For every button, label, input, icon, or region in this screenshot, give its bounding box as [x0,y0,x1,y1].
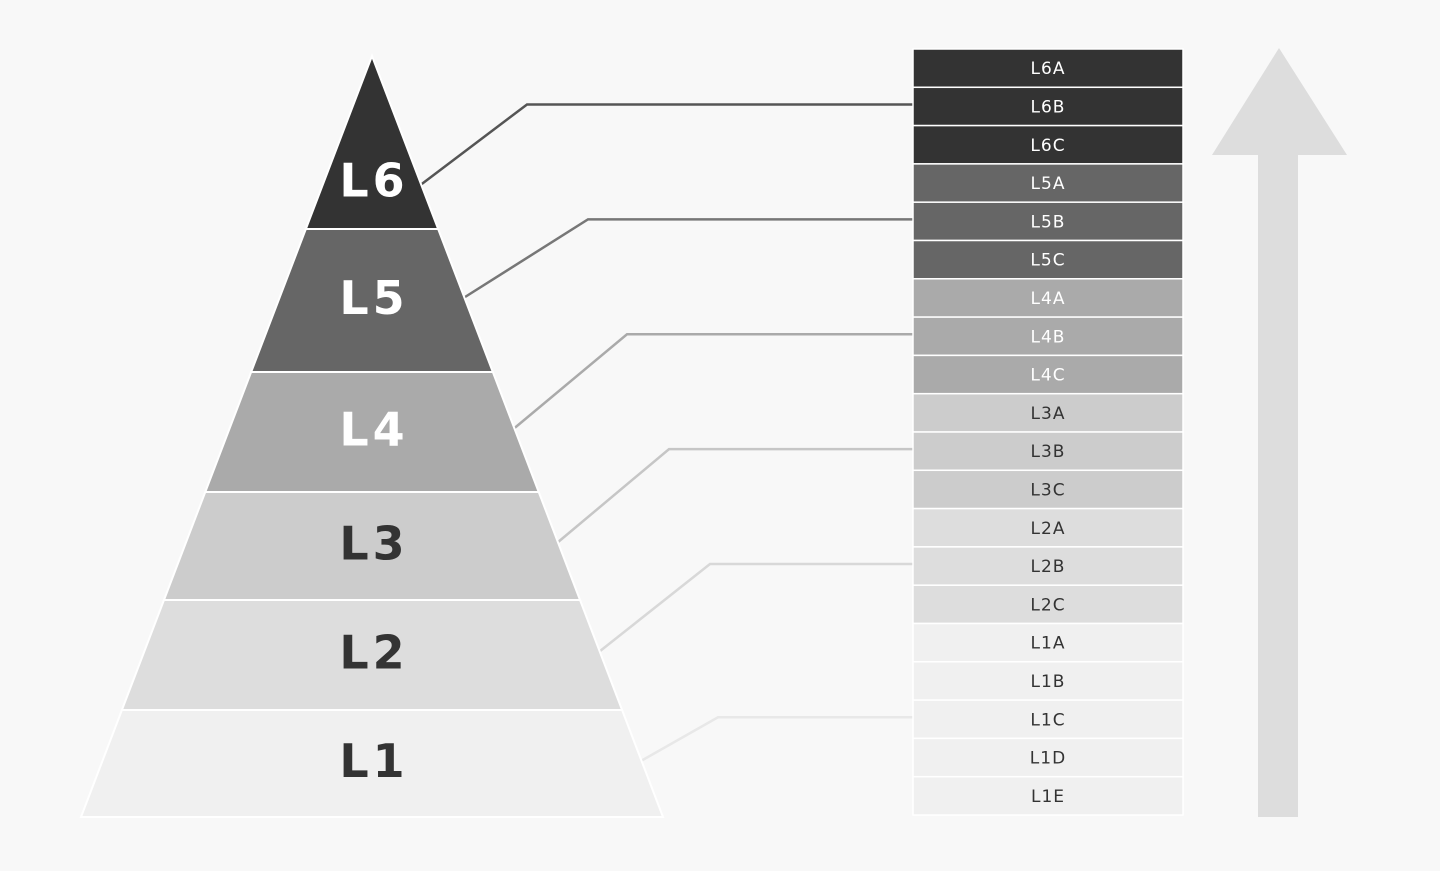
sublevel-row-label: L4A [1031,289,1066,309]
pyramid-tier-label: L2 [339,626,408,680]
sublevel-row-l1e: L1E [912,775,1184,816]
sublevel-row-l6b: L6B [912,86,1184,127]
sublevel-row-shape [912,546,1184,586]
sublevel-row-shape [912,278,1184,318]
pyramid-tier-l2: L2 [120,599,624,711]
sublevel-row-l6a: L6A [912,48,1184,89]
sublevel-row-label: L3C [1030,480,1065,500]
sublevel-row-shape [912,86,1184,127]
sublevel-row-l1a: L1A [912,622,1184,663]
sublevel-row-shape [912,48,1184,89]
sublevel-row-label: L3A [1031,404,1066,424]
sublevel-row-shape [912,469,1184,510]
sublevel-row-label: L5B [1031,212,1066,232]
sublevel-row-shape [912,584,1184,625]
sublevel-row-l6c: L6C [912,124,1184,165]
sublevel-row-shape [912,316,1184,357]
sublevel-row-label: L1A [1031,634,1066,654]
sublevel-row-label: L6A [1031,59,1066,79]
connector-line-l4 [508,333,913,433]
sublevel-row-label: L2B [1031,557,1066,577]
pyramid-tier-label: L6 [339,154,408,208]
sublevel-row-shape [912,163,1184,203]
pyramid-tier-l3: L3 [162,491,582,601]
sublevel-row-l2c: L2C [912,584,1184,625]
sublevel-row-label: L4B [1031,327,1066,347]
pyramid-tier-label: L3 [339,517,408,571]
sublevel-row-l1c: L1C [912,699,1184,740]
pyramid-tier-label: L1 [339,734,408,788]
sublevel-row-l4c: L4C [912,354,1184,395]
sublevel-row-shape [912,392,1184,433]
sublevel-row-shape [912,699,1184,740]
sublevel-row-l2a: L2A [912,507,1184,548]
sublevel-row-label: L1E [1031,787,1065,807]
pyramid-tier-label: L5 [339,271,408,325]
sublevel-row-l5c: L5C [912,239,1184,280]
sublevel-row-shape [912,124,1184,165]
sublevel-row-l4a: L4A [912,278,1184,318]
sublevel-row-shape [912,431,1184,472]
sublevel-row-label: L6B [1031,97,1066,117]
sublevel-row-label: L5C [1030,251,1065,271]
sublevel-stack: L6A L6B L6C L5A L5B L5C L4A L4B L4C L3A L3B L3C L2A L… [912,48,1184,816]
connector-lines [415,103,913,765]
pyramid-tier-l5: L5 [249,228,495,373]
sublevel-row-label: L6C [1030,136,1065,156]
sublevel-row-l5b: L5B [912,201,1184,242]
pyramid: L6 L5 L4 L3 L2 L1 [79,53,665,818]
connector-line-l5 [458,218,913,302]
sublevel-row-shape [912,622,1184,663]
connector-line-l6 [415,103,913,189]
sublevel-row-label: L1C [1030,710,1065,730]
sublevel-row-l3a: L3A [912,392,1184,433]
sublevel-row-label: L1B [1031,672,1066,692]
sublevel-row-l2b: L2B [912,546,1184,586]
sublevel-row-l4b: L4B [912,316,1184,357]
pyramid-tier-shape [79,709,665,818]
sublevel-row-l5a: L5A [912,163,1184,203]
sublevel-row-label: L3B [1031,442,1066,462]
sublevel-row-l1d: L1D [912,737,1184,778]
connector-line-l2 [594,562,913,656]
sublevel-row-l3c: L3C [912,469,1184,510]
sublevel-row-label: L5A [1031,174,1066,194]
pyramid-tier-l4: L4 [203,371,541,493]
sublevel-row-l1b: L1B [912,661,1184,701]
sublevel-row-label: L1D [1030,749,1066,769]
sublevel-row-label: L4C [1030,366,1065,386]
up-arrow-icon [1212,48,1347,817]
pyramid-tier-label: L4 [339,403,408,457]
sublevel-row-shape [912,737,1184,778]
sublevel-row-l3b: L3B [912,431,1184,472]
sublevel-row-label: L2A [1031,519,1066,539]
sublevel-row-label: L2C [1030,595,1065,615]
connector-line-l1 [635,716,913,765]
pyramid-tier-l6: L6 [304,53,440,230]
connector-line-l3 [552,447,913,547]
sublevel-row-shape [912,507,1184,548]
sublevel-row-shape [912,239,1184,280]
sublevel-row-shape [912,775,1184,816]
sublevel-row-shape [912,201,1184,242]
pyramid-tier-l1: L1 [79,709,665,818]
